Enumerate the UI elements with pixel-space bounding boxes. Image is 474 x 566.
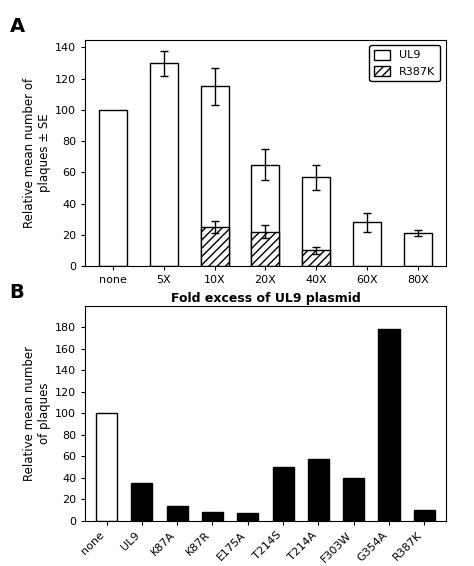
Legend: UL9, R387K: UL9, R387K	[369, 45, 440, 81]
Bar	[273, 467, 294, 521]
Bar	[302, 177, 330, 266]
Bar	[404, 233, 432, 266]
Text: A: A	[9, 17, 25, 36]
Bar	[96, 413, 117, 521]
Bar	[378, 329, 400, 521]
Bar	[353, 222, 381, 266]
Y-axis label: Relative mean number
of plaques: Relative mean number of plaques	[23, 346, 51, 481]
Bar	[237, 513, 258, 521]
Bar	[99, 110, 127, 266]
Bar	[202, 512, 223, 521]
Bar	[252, 165, 279, 266]
Bar	[343, 478, 365, 521]
Bar	[166, 505, 188, 521]
Bar	[414, 510, 435, 521]
Y-axis label: Relative mean number of
plaques ± SE: Relative mean number of plaques ± SE	[23, 78, 51, 228]
X-axis label: Fold excess of UL9 plasmid: Fold excess of UL9 plasmid	[171, 292, 360, 305]
Bar	[131, 483, 153, 521]
Text: B: B	[9, 283, 24, 302]
Bar	[302, 250, 330, 266]
Bar	[308, 460, 329, 521]
Bar	[201, 87, 228, 266]
Bar	[252, 231, 279, 266]
Bar	[201, 227, 228, 266]
Bar	[150, 63, 178, 266]
